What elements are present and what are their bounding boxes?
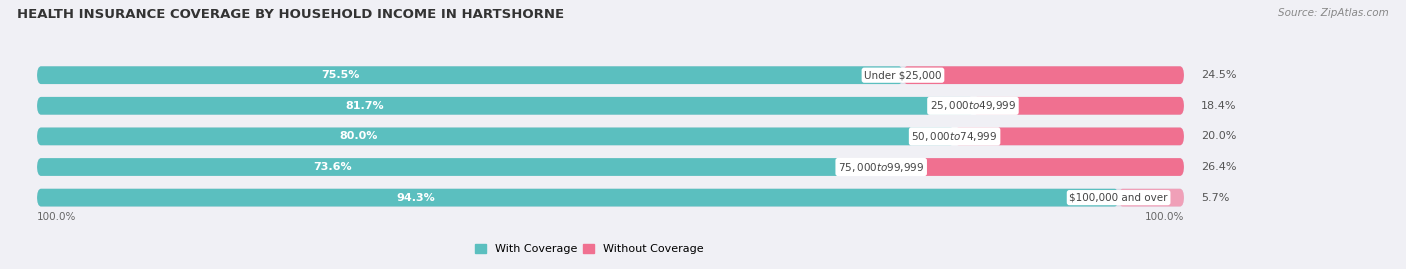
FancyBboxPatch shape	[37, 66, 1184, 84]
FancyBboxPatch shape	[37, 128, 1184, 145]
Text: $50,000 to $74,999: $50,000 to $74,999	[911, 130, 998, 143]
FancyBboxPatch shape	[37, 97, 1184, 115]
Text: 100.0%: 100.0%	[37, 212, 76, 222]
Text: 100.0%: 100.0%	[1144, 212, 1184, 222]
Text: 94.3%: 94.3%	[396, 193, 434, 203]
FancyBboxPatch shape	[37, 158, 882, 176]
Text: $100,000 and over: $100,000 and over	[1070, 193, 1168, 203]
FancyBboxPatch shape	[37, 189, 1184, 207]
Text: $25,000 to $49,999: $25,000 to $49,999	[929, 99, 1017, 112]
FancyBboxPatch shape	[37, 97, 974, 115]
Text: 73.6%: 73.6%	[314, 162, 352, 172]
FancyBboxPatch shape	[955, 128, 1184, 145]
Text: 26.4%: 26.4%	[1201, 162, 1237, 172]
Text: Under $25,000: Under $25,000	[865, 70, 942, 80]
FancyBboxPatch shape	[882, 158, 1184, 176]
Text: HEALTH INSURANCE COVERAGE BY HOUSEHOLD INCOME IN HARTSHORNE: HEALTH INSURANCE COVERAGE BY HOUSEHOLD I…	[17, 8, 564, 21]
FancyBboxPatch shape	[37, 66, 903, 84]
Text: 18.4%: 18.4%	[1201, 101, 1237, 111]
Legend: With Coverage, Without Coverage: With Coverage, Without Coverage	[475, 244, 703, 254]
FancyBboxPatch shape	[37, 189, 1119, 207]
Text: 20.0%: 20.0%	[1201, 131, 1237, 141]
Text: 81.7%: 81.7%	[346, 101, 384, 111]
FancyBboxPatch shape	[37, 128, 955, 145]
Text: Source: ZipAtlas.com: Source: ZipAtlas.com	[1278, 8, 1389, 18]
Text: $75,000 to $99,999: $75,000 to $99,999	[838, 161, 924, 174]
FancyBboxPatch shape	[37, 158, 1184, 176]
Text: 5.7%: 5.7%	[1201, 193, 1230, 203]
FancyBboxPatch shape	[903, 66, 1184, 84]
FancyBboxPatch shape	[1119, 189, 1184, 207]
Text: 75.5%: 75.5%	[321, 70, 360, 80]
FancyBboxPatch shape	[973, 97, 1184, 115]
Text: 80.0%: 80.0%	[339, 131, 377, 141]
Text: 24.5%: 24.5%	[1201, 70, 1237, 80]
